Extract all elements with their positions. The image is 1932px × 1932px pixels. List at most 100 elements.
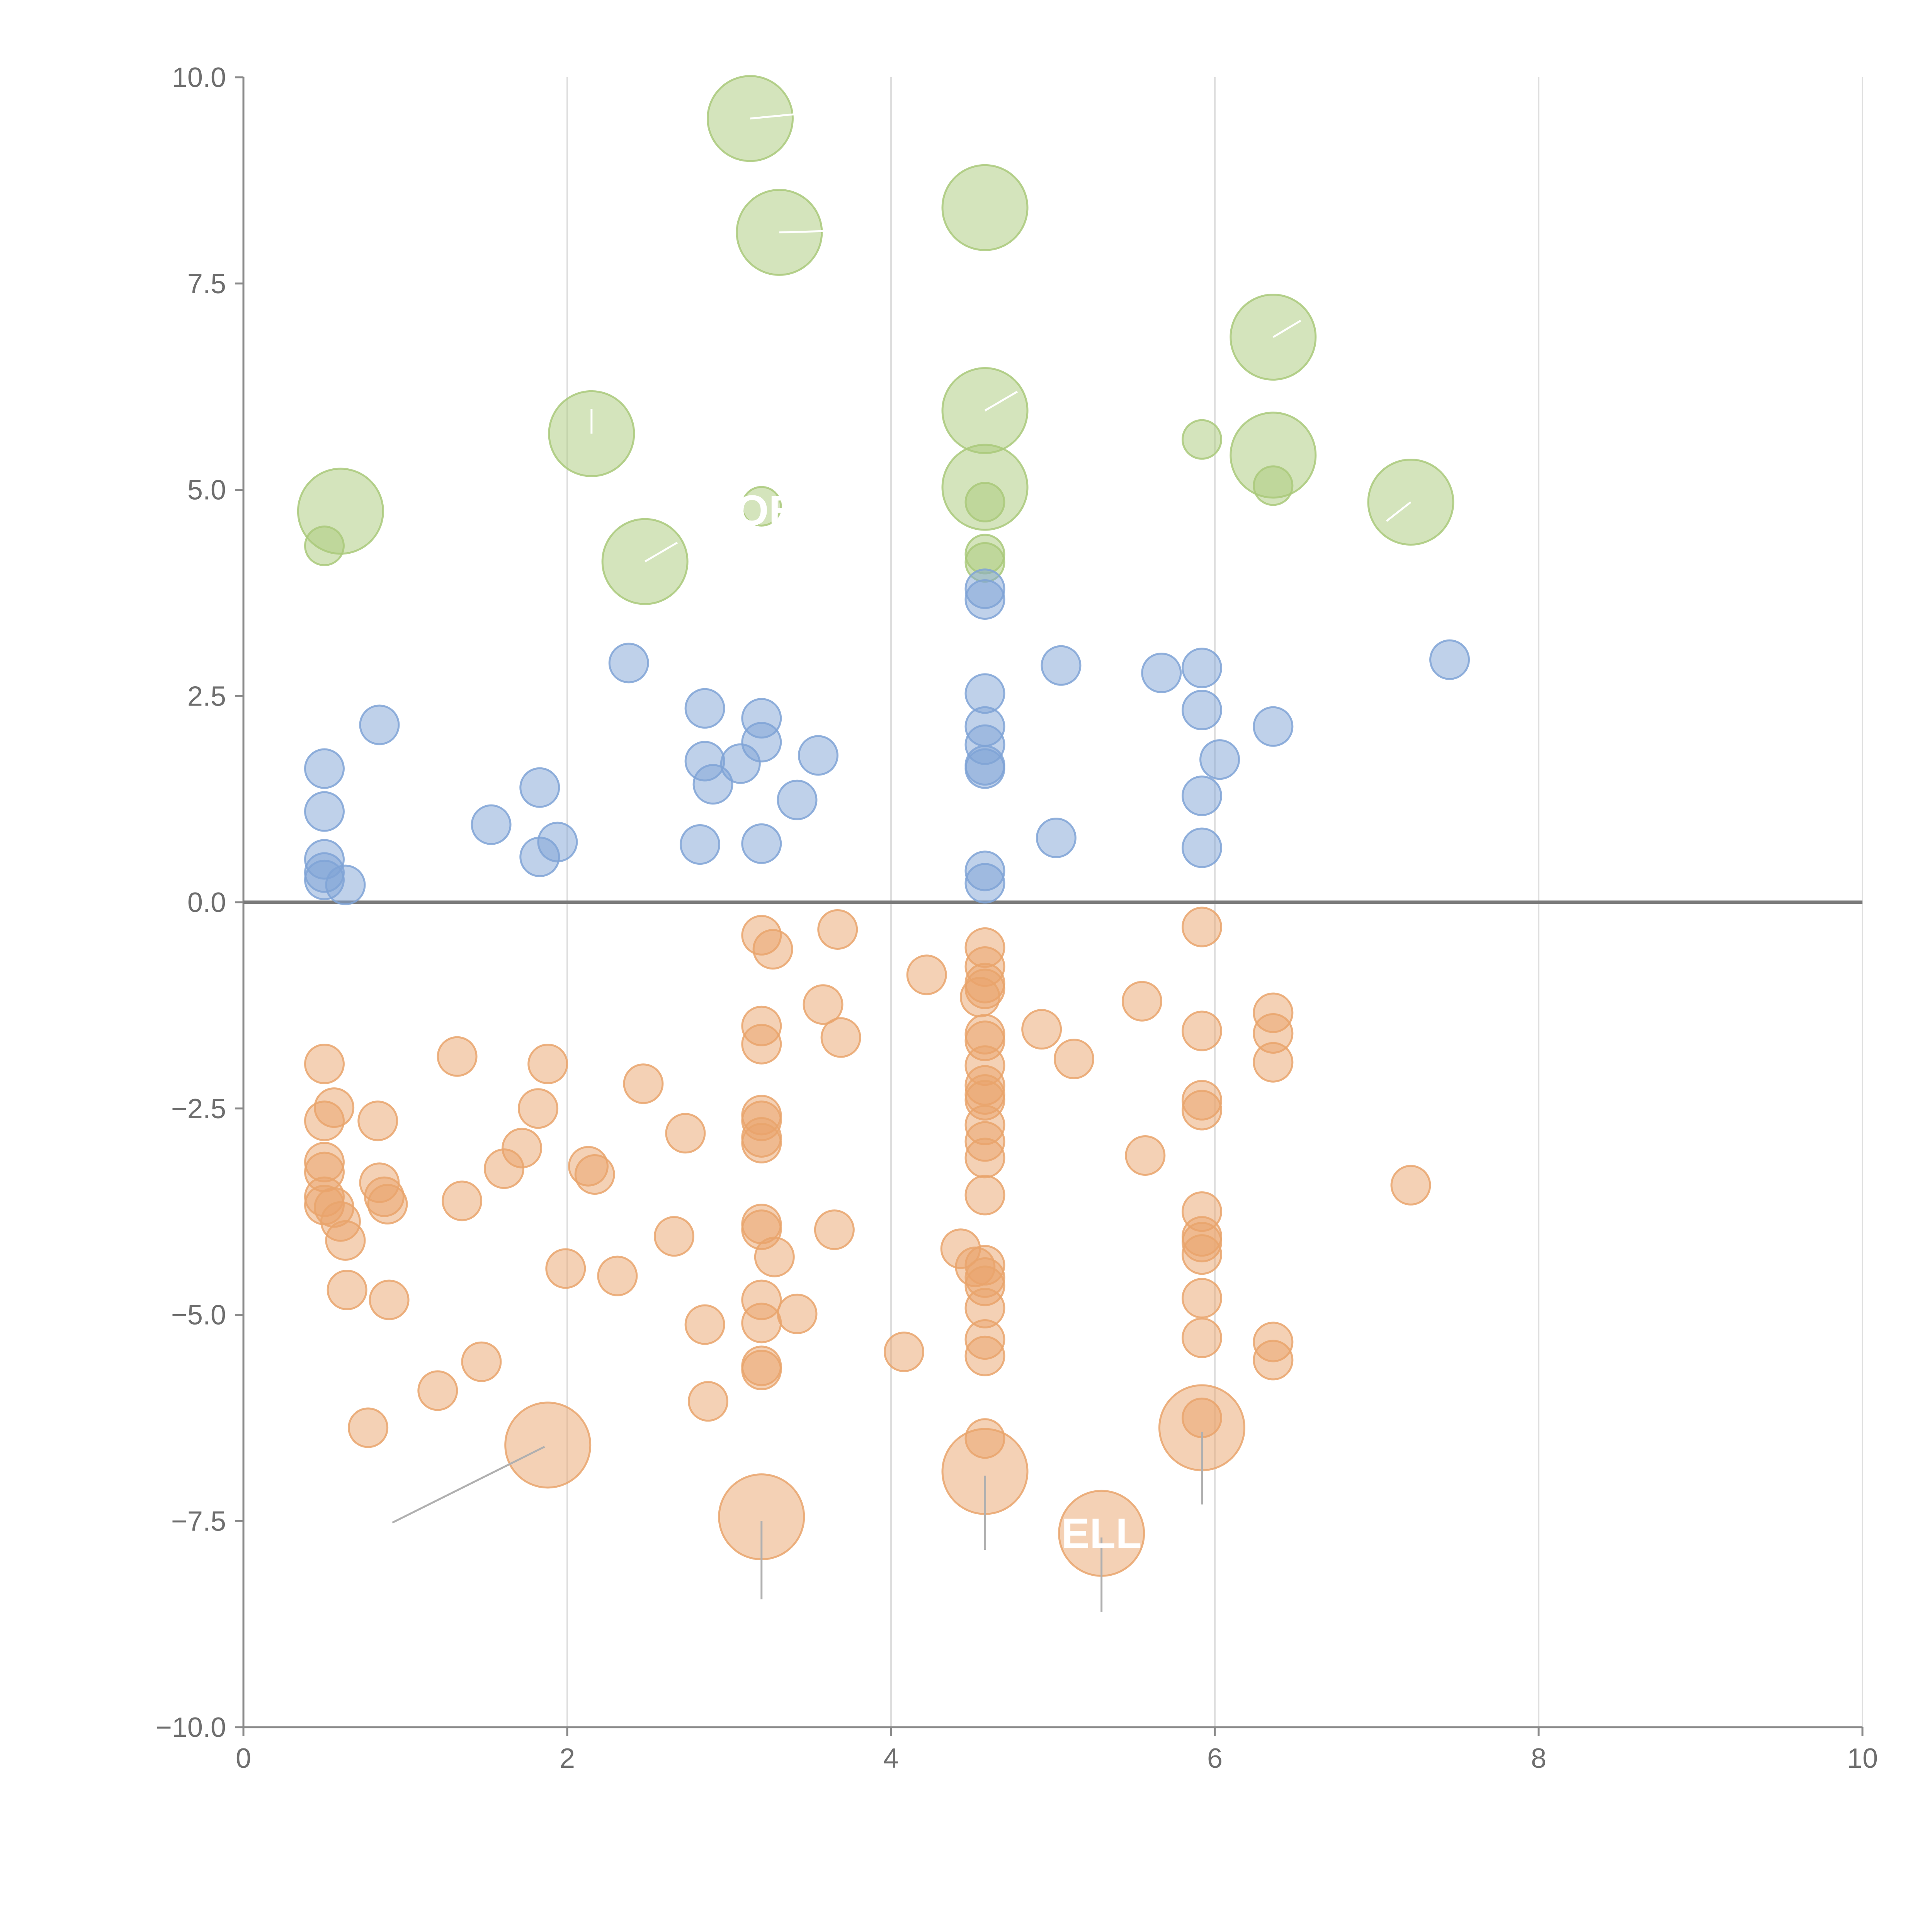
data-point-negative [369, 1279, 410, 1320]
data-point-negative [964, 1175, 1005, 1216]
data-point-negative [574, 1154, 615, 1195]
data-point-positive [1141, 652, 1182, 693]
data-point-negative [884, 1332, 925, 1372]
axis-layer: 0 2 4 6 8 10 10.0 7.5 5.0 2.5 0.0 −2.5 −5.0 −7.5 −10.0 [156, 62, 1878, 1774]
x-tick-label: 2 [560, 1743, 575, 1774]
x-tick-label: 10 [1847, 1743, 1878, 1774]
data-point-negative [1181, 1234, 1222, 1275]
leader-line [984, 391, 1018, 412]
data-point-negative [304, 1100, 345, 1141]
data-point-positive [519, 767, 560, 808]
leader-line [1386, 501, 1412, 522]
y-tick-label: −10.0 [156, 1712, 226, 1743]
data-point-positive [680, 824, 721, 865]
y-tick-label: 7.5 [187, 269, 226, 299]
data-point-negative [367, 1184, 408, 1225]
leader-layer [392, 112, 1412, 1612]
data-point-positive [325, 864, 366, 905]
data-point-large-positive [304, 526, 345, 566]
data-point-positive [304, 791, 345, 832]
x-tick-label: 8 [1531, 1743, 1546, 1774]
data-point-positive [798, 735, 838, 776]
y-tick-label: 2.5 [187, 681, 226, 712]
leader-line [1272, 320, 1301, 338]
data-point-negative [906, 954, 947, 995]
data-point-negative [357, 1100, 398, 1141]
data-point-negative [623, 1063, 664, 1104]
leader-line [392, 1446, 545, 1524]
data-point-large-positive [741, 486, 782, 527]
data-point-negative [752, 929, 793, 970]
point-annotation: OE [736, 487, 797, 534]
data-point-negative [959, 977, 1000, 1018]
data-point-negative [1253, 1340, 1294, 1381]
y-tick-label: 0.0 [187, 887, 226, 918]
data-point-positive [964, 863, 1005, 904]
data-point-positive [1429, 639, 1470, 680]
points-layer [297, 75, 1470, 1577]
data-point-large-negative [504, 1401, 592, 1489]
data-point-negative [1121, 981, 1162, 1022]
data-point-negative [527, 1043, 568, 1084]
data-point-negative [304, 1043, 345, 1084]
data-point-positive [1199, 739, 1240, 780]
x-tick-label: 6 [1207, 1743, 1223, 1774]
data-point-negative [1181, 1317, 1222, 1358]
data-point-negative [803, 984, 844, 1025]
data-point-negative [442, 1180, 483, 1221]
data-point-negative [964, 1335, 1005, 1376]
y-tick-label: −2.5 [171, 1094, 226, 1124]
data-point-negative [741, 1350, 782, 1391]
data-point-positive [608, 643, 649, 684]
data-point-large-positive [941, 164, 1029, 251]
label-layer: OE ELL [736, 487, 1142, 1557]
data-point-negative [741, 1024, 782, 1065]
x-tick-label: 0 [236, 1743, 251, 1774]
data-point-negative [1053, 1039, 1094, 1080]
data-point-negative [1181, 1090, 1222, 1131]
data-point-large-positive [1181, 419, 1222, 460]
data-point-negative [437, 1036, 478, 1077]
data-point-negative [1253, 1042, 1294, 1083]
data-point-negative [327, 1269, 367, 1310]
leader-line [750, 112, 810, 120]
data-point-negative [597, 1255, 638, 1296]
data-point-negative [484, 1148, 525, 1189]
data-point-negative [1390, 1165, 1431, 1206]
leader-line [779, 230, 838, 233]
data-point-negative [1181, 906, 1222, 947]
data-point-negative [654, 1216, 695, 1257]
data-point-positive [1253, 706, 1294, 747]
data-point-positive [1181, 776, 1222, 816]
data-point-positive [1181, 690, 1222, 731]
data-point-positive [471, 804, 512, 845]
data-point-positive [1181, 648, 1222, 689]
data-point-positive [720, 743, 761, 784]
data-point-positive [777, 779, 818, 820]
data-point-positive [519, 837, 560, 878]
data-point-large-positive [1253, 465, 1294, 506]
data-point-negative [1021, 1009, 1062, 1050]
data-point-positive [684, 688, 725, 729]
data-point-positive [964, 579, 1005, 620]
data-point-negative [684, 1304, 725, 1345]
data-point-negative [417, 1370, 458, 1411]
data-point-positive [964, 748, 1005, 789]
data-point-negative [688, 1381, 729, 1422]
data-point-positive [1036, 817, 1077, 858]
data-point-negative [348, 1407, 389, 1448]
data-point-negative [741, 1303, 782, 1344]
y-tick-label: 10.0 [172, 62, 226, 93]
data-point-negative [817, 909, 858, 950]
data-point-negative [964, 1138, 1005, 1179]
data-point-large-positive [964, 482, 1005, 523]
data-point-positive [692, 764, 733, 805]
data-point-negative [1181, 1010, 1222, 1051]
data-point-negative [518, 1088, 559, 1129]
data-point-positive [304, 748, 345, 789]
point-annotation: ELL [1061, 1510, 1142, 1557]
data-point-positive [741, 823, 782, 864]
data-point-negative [814, 1209, 855, 1250]
